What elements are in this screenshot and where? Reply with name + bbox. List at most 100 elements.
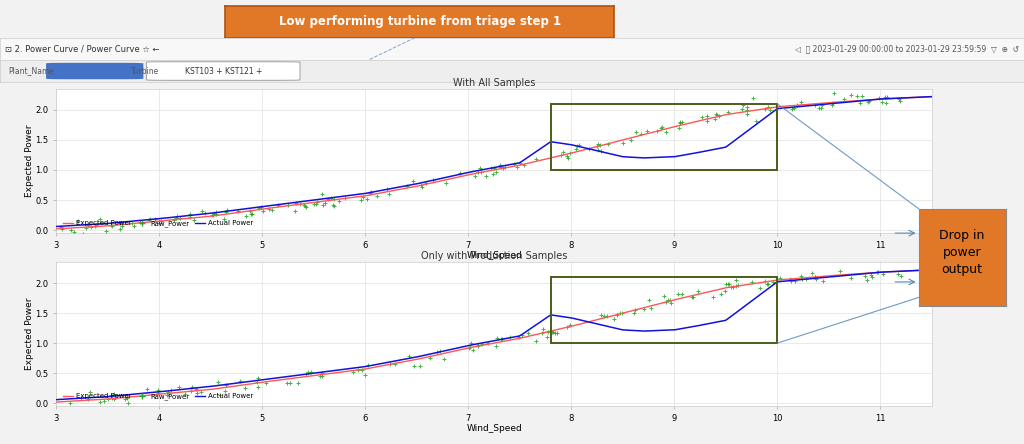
Point <box>728 276 744 283</box>
Point <box>652 125 669 132</box>
Bar <box>551 277 777 343</box>
Point <box>292 200 308 207</box>
Point <box>281 202 297 209</box>
Point <box>112 226 128 233</box>
Point <box>871 95 888 102</box>
Point <box>181 214 198 221</box>
Point <box>356 371 373 378</box>
Point <box>735 101 752 108</box>
Point <box>757 277 773 284</box>
Point <box>863 272 880 279</box>
Point <box>713 290 729 297</box>
Point <box>874 270 891 278</box>
Point <box>640 296 656 303</box>
Point <box>794 98 810 105</box>
Point <box>474 340 490 347</box>
Point <box>283 379 299 386</box>
Point <box>87 222 103 230</box>
Point <box>722 283 738 290</box>
Point <box>878 99 894 107</box>
Point <box>581 146 597 153</box>
Point <box>212 392 228 399</box>
Point <box>104 394 121 401</box>
Point <box>709 111 725 119</box>
Point <box>698 118 715 125</box>
Bar <box>551 104 777 170</box>
Point <box>62 226 79 234</box>
Point <box>305 200 322 207</box>
Point <box>424 176 440 183</box>
Point <box>734 105 751 112</box>
Point <box>92 216 109 223</box>
Point <box>414 184 430 191</box>
Point <box>720 108 736 115</box>
Point <box>804 270 820 277</box>
X-axis label: Wind_Speed: Wind_Speed <box>466 424 522 433</box>
Point <box>251 205 267 212</box>
Point <box>642 305 658 312</box>
Point <box>561 322 578 329</box>
Point <box>345 369 361 376</box>
Point <box>590 147 606 154</box>
Point <box>663 299 679 306</box>
Point <box>323 194 339 202</box>
Point <box>567 146 584 153</box>
Point <box>600 141 616 148</box>
Point <box>528 155 545 163</box>
Point <box>160 391 176 398</box>
Point <box>88 222 104 229</box>
Point <box>452 170 468 177</box>
Point <box>628 129 644 136</box>
Point <box>784 106 801 113</box>
Point <box>124 219 140 226</box>
Point <box>609 312 626 319</box>
Point <box>298 204 314 211</box>
Point <box>808 276 824 283</box>
Point <box>705 293 721 301</box>
Point <box>120 399 136 406</box>
Point <box>824 102 841 109</box>
Point <box>738 104 755 111</box>
Point <box>112 219 128 226</box>
Title: Only with Production Samples: Only with Production Samples <box>421 251 567 261</box>
Point <box>229 208 246 215</box>
Point <box>685 293 701 300</box>
Point <box>489 335 506 342</box>
Point <box>555 148 571 155</box>
Point <box>380 191 396 198</box>
Point <box>326 202 342 210</box>
Point <box>708 116 724 123</box>
Y-axis label: Expected Power: Expected Power <box>26 125 34 197</box>
Point <box>414 182 430 189</box>
Point <box>623 136 639 143</box>
Text: ◁  ⦿ 2023-01-29 00:00:00 to 2023-01-29 23:59:59  ▽  ⊕  ↺: ◁ ⦿ 2023-01-29 00:00:00 to 2023-01-29 23… <box>795 44 1019 53</box>
Point <box>54 226 71 233</box>
Point <box>478 172 495 179</box>
Point <box>470 341 486 349</box>
Point <box>611 309 628 317</box>
Point <box>80 221 96 228</box>
Point <box>873 98 890 105</box>
Point <box>314 190 331 197</box>
Point <box>824 99 841 107</box>
Point <box>316 200 333 207</box>
Point <box>725 283 741 290</box>
Point <box>893 273 909 280</box>
Point <box>461 344 477 351</box>
Point <box>494 335 510 342</box>
Point <box>514 331 530 338</box>
Point <box>613 309 630 317</box>
Point <box>103 392 120 399</box>
Point <box>237 384 253 391</box>
Point <box>864 273 881 280</box>
Point <box>353 197 370 204</box>
Text: Drop in
power
output: Drop in power output <box>939 229 985 276</box>
Point <box>331 197 347 204</box>
Point <box>851 100 867 107</box>
Point <box>636 306 652 313</box>
Point <box>184 384 201 391</box>
Point <box>231 377 248 385</box>
Point <box>83 223 99 230</box>
Point <box>859 99 876 106</box>
Point <box>739 111 756 118</box>
